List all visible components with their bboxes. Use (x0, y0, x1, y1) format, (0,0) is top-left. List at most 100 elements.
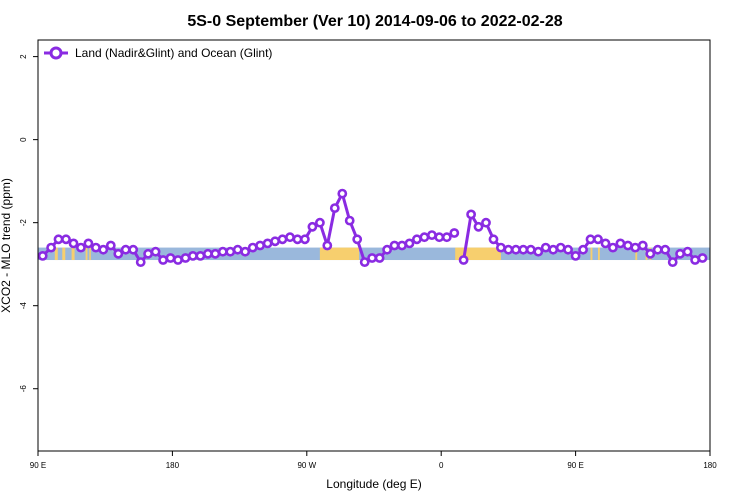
data-point (434, 232, 445, 243)
data-point (697, 253, 708, 263)
data-point (525, 244, 536, 255)
data-point (217, 246, 228, 257)
data-point (314, 217, 325, 228)
data-point (270, 236, 280, 247)
data-point (359, 257, 370, 267)
data-point (299, 234, 310, 245)
data-point (150, 246, 161, 257)
data-point (76, 242, 86, 253)
data-point (397, 240, 407, 251)
data-point (533, 246, 544, 257)
y-tick-label: -6 (19, 385, 28, 393)
data-point (682, 246, 693, 257)
land-span (54, 247, 58, 261)
land-span (635, 247, 638, 261)
data-point (473, 221, 484, 232)
x-tick-label: 180 (166, 461, 180, 470)
data-point (322, 240, 333, 251)
data-point (449, 228, 460, 238)
data-point (46, 242, 56, 253)
data-point (615, 238, 626, 249)
data-point (570, 250, 581, 261)
data-point (105, 240, 116, 251)
data-point (53, 234, 64, 245)
data-point (83, 238, 94, 249)
data-point (488, 234, 499, 245)
data-point (600, 238, 611, 249)
y-tick-label: 0 (19, 137, 28, 142)
data-point (667, 257, 678, 267)
data-point (173, 255, 183, 265)
data-point (255, 240, 265, 251)
data-point (337, 188, 348, 199)
data-point (37, 250, 48, 261)
data-point (61, 234, 71, 245)
land-span (85, 247, 88, 261)
data-point (120, 244, 131, 255)
data-point (374, 253, 385, 263)
data-point (285, 232, 295, 243)
data-point (578, 244, 588, 255)
land-span (89, 247, 91, 261)
data-point (352, 234, 363, 245)
data-point (441, 232, 452, 243)
x-axis-label: Longitude (deg E) (326, 477, 421, 491)
data-point (307, 221, 318, 232)
data-point (195, 250, 206, 261)
land-span (62, 247, 66, 261)
plot-area (37, 188, 708, 267)
legend-marker (49, 46, 63, 60)
data-point (652, 244, 663, 255)
data-point (495, 242, 506, 253)
data-point (466, 209, 476, 220)
data-point (458, 255, 469, 265)
data-point (660, 244, 671, 255)
land-span (71, 247, 75, 261)
y-axis-label: XCO2 - MLO trend (ppm) (0, 178, 13, 313)
x-tick-label: 180 (703, 461, 717, 470)
x-tick-label: 90 E (567, 461, 583, 470)
data-point (98, 244, 109, 255)
data-point (277, 234, 288, 245)
legend-entry-label: Land (Nadir&Glint) and Ocean (Glint) (75, 46, 272, 60)
data-point (165, 253, 176, 263)
plot-frame (37, 39, 711, 452)
data-point (675, 248, 685, 259)
data-point (608, 242, 618, 253)
legend: Land (Nadir&Glint) and Ocean (Glint) (44, 46, 272, 60)
data-point (404, 238, 415, 249)
land-span (319, 247, 360, 261)
data-point (158, 255, 168, 265)
data-point (518, 244, 529, 255)
data-point (637, 240, 648, 251)
land-span (598, 247, 600, 261)
data-point (389, 240, 400, 251)
data-point (262, 238, 273, 249)
data-point (382, 244, 392, 255)
data-point (187, 250, 198, 261)
data-point (344, 215, 355, 226)
data-point (593, 234, 603, 245)
x-axis-ticks: 90 E 180 90 W 0 90 E 180 (30, 451, 717, 470)
chart-title: 5S-0 September (Ver 10) 2014-09-06 to 20… (187, 13, 562, 30)
data-point (232, 244, 243, 255)
data-point (210, 248, 221, 259)
data-point (128, 244, 139, 255)
data-point (240, 246, 251, 257)
data-point (540, 242, 551, 253)
data-point (367, 253, 377, 263)
data-point (329, 203, 340, 213)
x-tick-label: 0 (439, 461, 444, 470)
data-point (419, 232, 430, 243)
data-point (411, 234, 422, 245)
x-tick-label: 90 E (30, 461, 46, 470)
data-point (113, 248, 124, 259)
data-point (585, 234, 596, 245)
y-axis-ticks: 2 0 -2 -4 -6 (19, 54, 38, 392)
data-point (225, 246, 236, 257)
data-point (630, 242, 641, 253)
data-point (68, 238, 79, 249)
data-point (690, 255, 700, 265)
data-point (645, 248, 656, 259)
data-point (563, 244, 573, 255)
